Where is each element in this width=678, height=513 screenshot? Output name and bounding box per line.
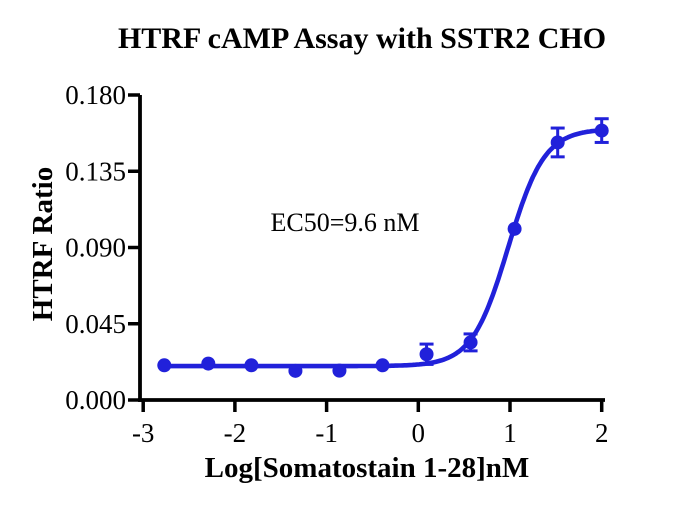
- data-point-marker: [244, 358, 259, 373]
- x-tick-label: 0: [412, 418, 426, 448]
- x-tick-label: -3: [132, 418, 155, 448]
- fit-curve: [162, 128, 604, 369]
- x-axis-title: Log[Somatostain 1-28]nM: [205, 452, 530, 484]
- y-tick-label: 0.045: [65, 309, 126, 339]
- chart-title: HTRF cAMP Assay with SSTR2 CHO: [118, 22, 606, 55]
- x-tick-label: -1: [315, 418, 338, 448]
- ec50-annotation: EC50=9.6 nM: [270, 208, 419, 237]
- x-tick-label: 1: [503, 418, 517, 448]
- data-point-marker: [157, 358, 172, 373]
- data-point-marker: [201, 356, 216, 371]
- data-point-marker: [594, 123, 609, 138]
- data-point-marker: [419, 347, 434, 362]
- x-tick-label: 2: [595, 418, 609, 448]
- y-tick-label: 0.180: [65, 80, 126, 110]
- y-tick-label: 0.135: [65, 156, 126, 186]
- data-point-marker: [463, 335, 478, 350]
- data-point-marker: [507, 221, 522, 236]
- data-point-marker: [550, 135, 565, 150]
- data-point-marker: [375, 358, 390, 373]
- data-point-marker: [332, 363, 347, 378]
- y-axis-title: HTRF Ratio: [27, 167, 59, 321]
- data-point-marker: [288, 363, 303, 378]
- y-tick-label: 0.000: [65, 385, 126, 415]
- x-tick-label: -2: [224, 418, 247, 448]
- axes: -3 -2 -1 0 1 2 0.000 0.045 0.090 0.135 0.180: [65, 80, 608, 448]
- y-tick-label: 0.090: [65, 233, 126, 263]
- plot-area: [157, 117, 609, 378]
